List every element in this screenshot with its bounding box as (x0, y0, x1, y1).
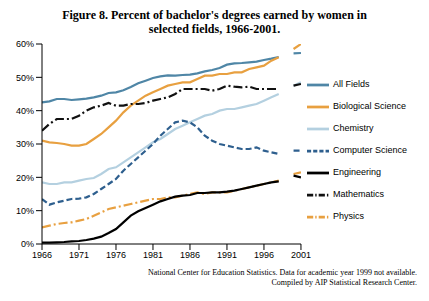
svg-text:1996: 1996 (254, 250, 274, 260)
html-text:Figure 8. Percent of bachelor': Figure 8. Percent of bachelor's degrees … (62, 8, 367, 36)
svg-text:20%: 20% (16, 173, 34, 183)
html-text:National Center for Education: National Center for Education Statistics… (148, 268, 417, 277)
svg-text:0%: 0% (21, 239, 34, 249)
svg-text:1981: 1981 (143, 250, 163, 260)
svg-text:1971: 1971 (69, 250, 89, 260)
svg-text:60%: 60% (16, 39, 34, 49)
svg-text:1986: 1986 (180, 250, 200, 260)
svg-text:10%: 10% (16, 206, 34, 216)
svg-text:2001: 2001 (291, 250, 311, 260)
html-text:Chemistry: Chemistry (333, 123, 374, 134)
svg-text:1966: 1966 (32, 250, 52, 260)
html-text:All Fields: All Fields (333, 79, 370, 90)
html-text:Biological Science: Biological Science (333, 101, 406, 112)
html-text:Physics: Physics (333, 211, 364, 222)
html-text:Computer Science: Computer Science (333, 145, 407, 156)
svg-text:30%: 30% (16, 139, 34, 149)
svg-text:50%: 50% (16, 73, 34, 83)
html-text:Mathematics: Mathematics (333, 189, 384, 200)
html-text:Engineering: Engineering (333, 167, 381, 178)
svg-text:1976: 1976 (106, 250, 126, 260)
svg-text:40%: 40% (16, 106, 34, 116)
svg-text:1991: 1991 (217, 250, 237, 260)
html-text:Compiled by AIP Statistical Re: Compiled by AIP Statistical Research Cen… (271, 278, 417, 287)
